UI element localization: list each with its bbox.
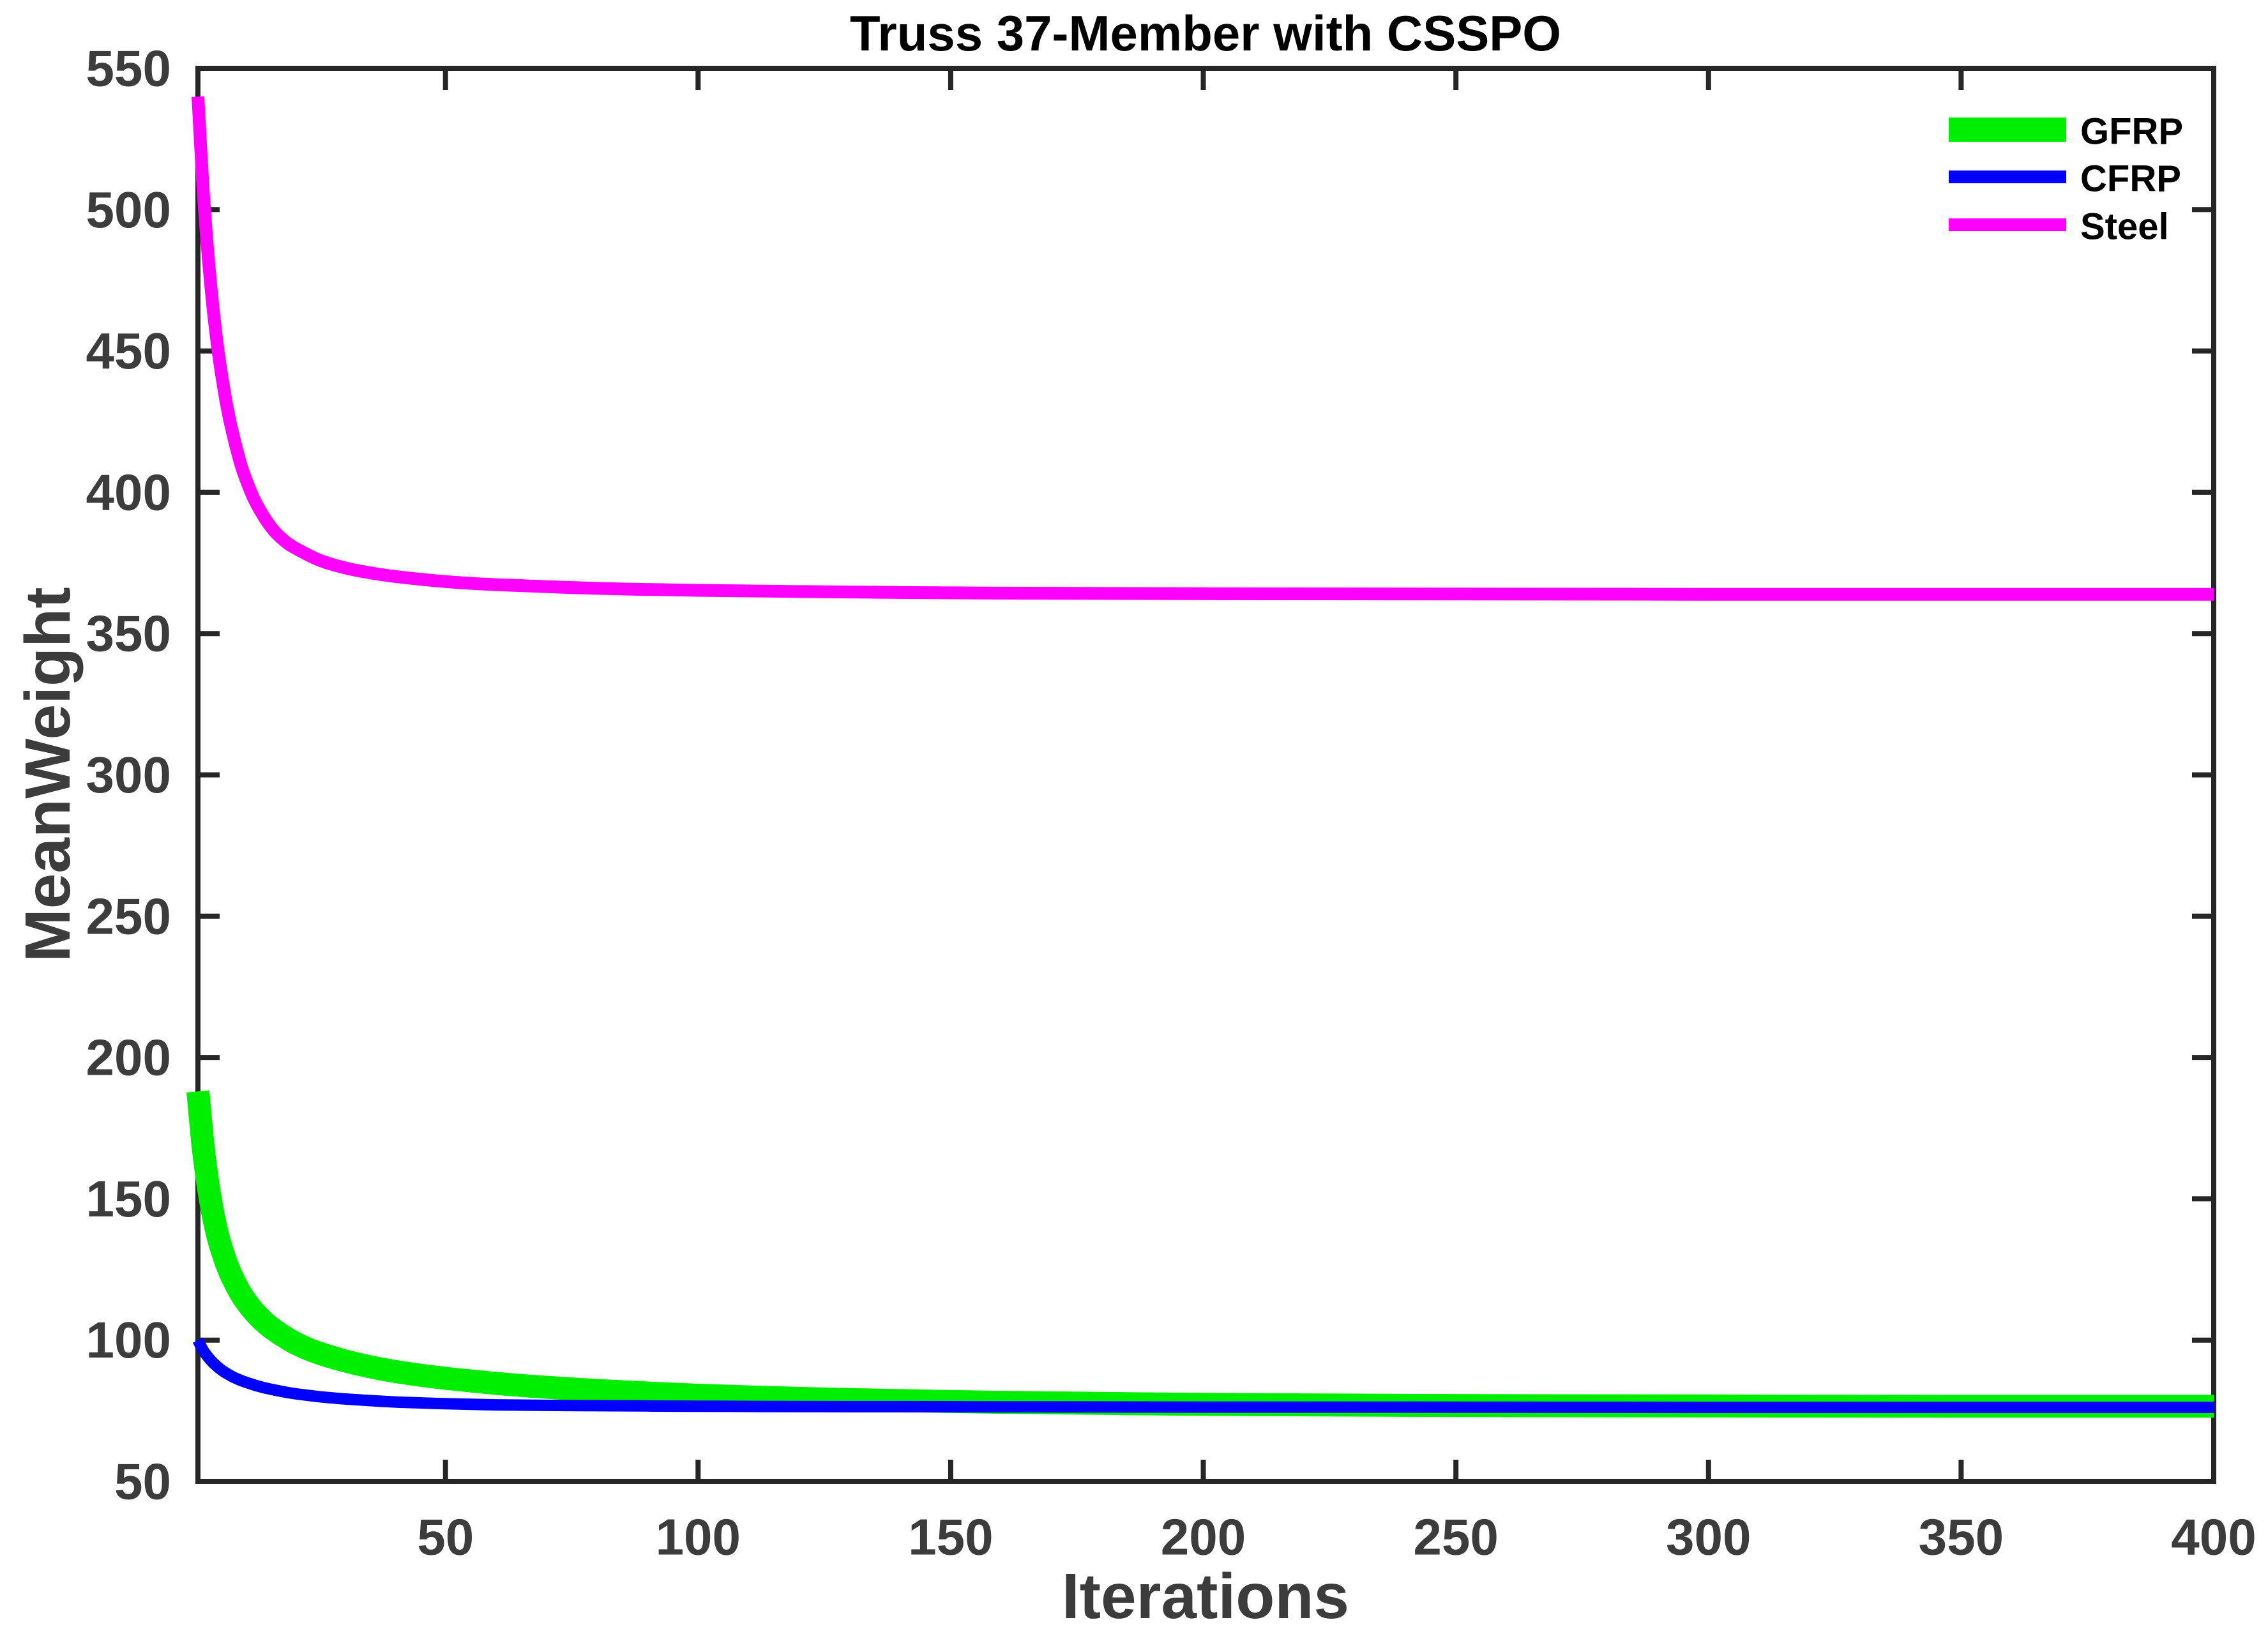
legend-label-gfrp: GFRP [2080,111,2183,153]
legend-label-steel: Steel [2080,206,2169,248]
chart-title: Truss 37-Member with CSSPO [850,5,1561,61]
x-tick-label: 100 [656,1509,741,1566]
y-tick-label: 500 [86,181,171,238]
x-tick-label: 350 [1919,1509,2004,1566]
y-tick-label: 400 [86,464,171,520]
x-tick-label: 200 [1161,1509,1246,1566]
series-curves [186,96,2214,1418]
tick-labels: 50 100 150 200 250 300 350 400 50 100 150 200 250 300… [86,40,2257,1566]
x-tick-label: 250 [1413,1509,1498,1566]
y-tick-label: 50 [114,1453,171,1510]
x-tick-label: 150 [908,1509,993,1566]
y-tick-label: 550 [86,40,171,97]
legend: GFRP CFRP Steel [1949,111,2183,248]
y-tick-label: 300 [86,746,171,803]
y-tick-label: 150 [86,1170,171,1227]
y-tick-label: 100 [86,1312,171,1368]
legend-label-cfrp: CFRP [2080,158,2181,200]
y-tick-label: 200 [86,1029,171,1086]
series-line-steel [192,96,2214,601]
y-tick-label: 250 [86,888,171,944]
x-tick-label: 300 [1666,1509,1751,1566]
x-tick-label: 50 [417,1509,474,1566]
x-axis-label: Iterations [1062,1561,1349,1632]
x-tick-label: 400 [2171,1509,2256,1566]
y-tick-label: 350 [86,605,171,662]
y-axis-label: MeanWeight [12,587,84,962]
series-line-cfrp [192,1337,2214,1414]
y-tick-label: 450 [86,322,171,379]
